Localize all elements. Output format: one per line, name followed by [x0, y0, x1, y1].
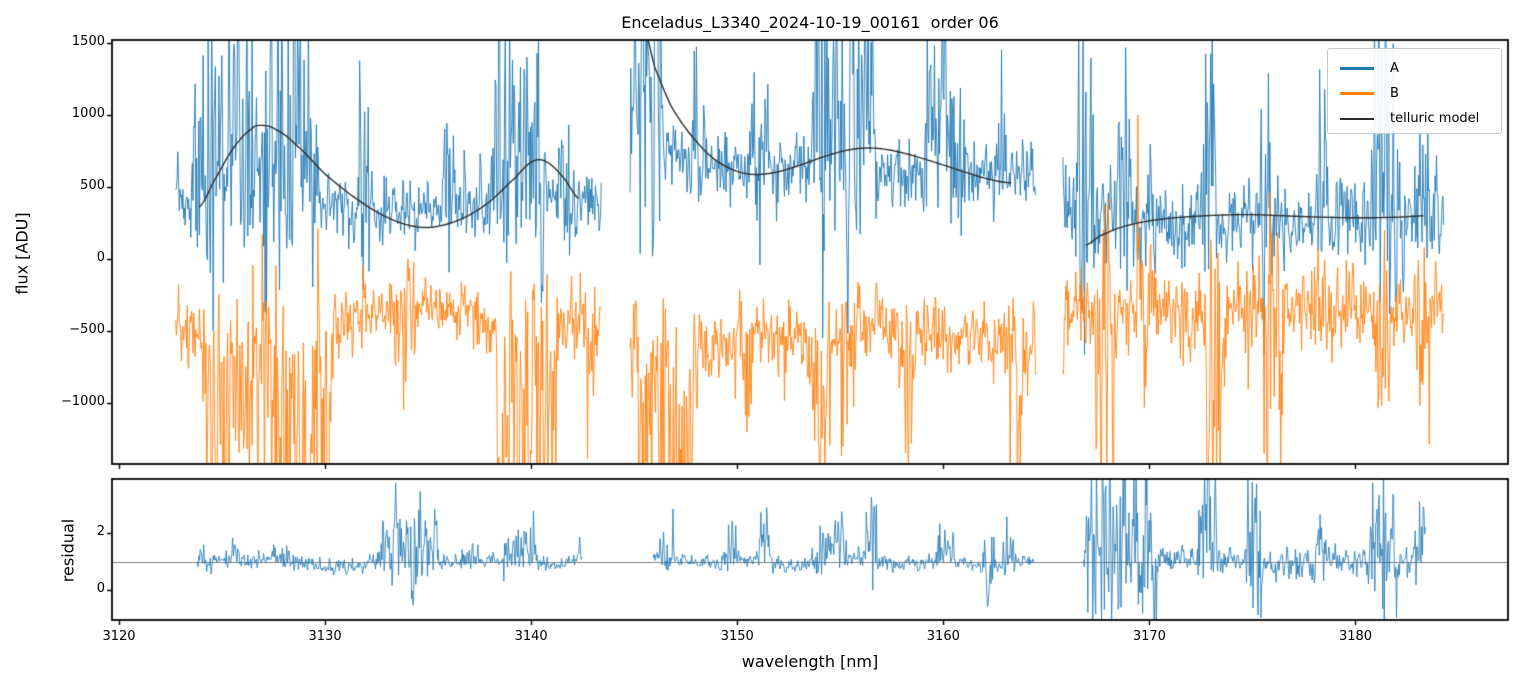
legend-line-sample — [1340, 67, 1374, 70]
residual-y-tick-label: 2 — [96, 524, 105, 539]
x-tick-label: 3170 — [1132, 629, 1166, 644]
x-tick-label: 3130 — [308, 629, 342, 644]
top-y-axis-label: flux [ADU] — [12, 212, 32, 295]
legend-item: telluric model — [1340, 106, 1501, 131]
flux-y-tick-label: 0 — [96, 250, 105, 265]
legend-item: B — [1340, 81, 1501, 106]
legend-line-sample — [1340, 117, 1374, 120]
chart-title: Enceladus_L3340_2024-10-19_00161 order 0… — [621, 13, 999, 32]
x-axis-label: wavelength [nm] — [741, 652, 879, 671]
flux-y-tick-label: 1500 — [71, 34, 105, 49]
legend-line-sample — [1340, 92, 1374, 95]
legend-item-label: A — [1390, 61, 1399, 76]
residual-y-tick-label: 0 — [96, 581, 105, 596]
x-tick-label: 3180 — [1338, 629, 1373, 644]
x-tick-label: 3160 — [926, 629, 960, 644]
legend-item-label: B — [1390, 86, 1399, 101]
legend-item: A — [1340, 56, 1501, 81]
x-tick-label: 3140 — [514, 629, 548, 644]
flux-y-tick-label: −500 — [69, 322, 105, 337]
flux-y-tick-label: −1000 — [61, 394, 105, 409]
flux-y-tick-label: 500 — [80, 178, 105, 193]
x-tick-label: 3150 — [720, 629, 754, 644]
legend-item-label: telluric model — [1390, 111, 1480, 126]
x-tick-label: 3120 — [102, 629, 136, 644]
flux-y-tick-label: 1000 — [71, 106, 105, 121]
